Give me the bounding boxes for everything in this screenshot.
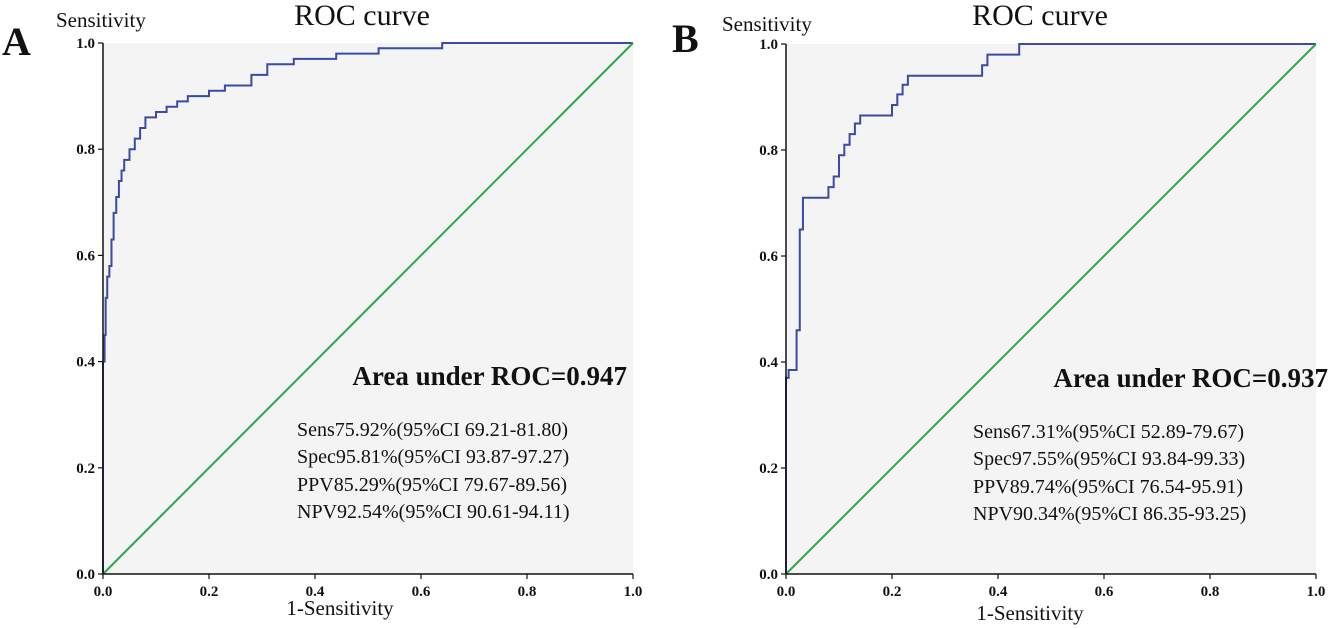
- stat-spec: Spec95.81%(95%CI 93.87-97.27): [297, 446, 569, 468]
- y-tick-label: 0.8: [76, 142, 95, 158]
- x-tick-label: 0.4: [306, 584, 325, 600]
- panel-a: 0.0 0.2 0.4 0.6 0.8 1.0 0.0 0.2 0.4 0.6 0.8 1.0 A S…: [2, 0, 642, 620]
- reference-diagonal-line: [102, 42, 634, 575]
- x-tick-label: 1.0: [1307, 584, 1326, 600]
- x-tick-label: 0.4: [989, 584, 1008, 600]
- curves: [785, 43, 1317, 575]
- reference-diagonal-line: [785, 43, 1317, 575]
- y-tick-label: 0.0: [76, 567, 95, 583]
- x-tick-label: 0.6: [1095, 584, 1114, 600]
- x-tick-label: 0.8: [518, 584, 537, 600]
- stat-spec: Spec97.55%(95%CI 93.84-99.33): [973, 448, 1245, 470]
- x-tick-label: 0.6: [412, 584, 431, 600]
- y-tick-label: 0.8: [759, 143, 778, 159]
- y-tick-label: 1.0: [76, 36, 95, 52]
- chart-title: ROC curve: [972, 0, 1108, 32]
- y-tick-label: 0.6: [76, 248, 95, 264]
- axis-ticks: 0.0 0.2 0.4 0.6 0.8 1.0 0.0 0.2 0.4 0.6 0.8 1.0: [76, 36, 642, 600]
- x-tick-label: 0.0: [94, 584, 113, 600]
- y-tick-label: 0.4: [76, 355, 95, 371]
- x-axis-label: 1-Sensitivity: [286, 596, 394, 620]
- panel-label: A: [2, 19, 31, 64]
- stat-npv: NPV90.34%(95%CI 86.35-93.25): [973, 503, 1246, 525]
- x-tick-label: 0.0: [777, 584, 796, 600]
- panel-b: 0.0 0.2 0.4 0.6 0.8 1.0 0.0 0.2 0.4 0.6 0.8 1.0 B S…: [672, 0, 1328, 625]
- y-tick-label: 1.0: [759, 37, 778, 53]
- panel-label: B: [672, 16, 699, 61]
- auc-annotation: Area under ROC=0.947: [352, 361, 627, 391]
- stat-sens: Sens67.31%(95%CI 52.89-79.67): [973, 421, 1244, 443]
- x-tick-label: 1.0: [624, 584, 643, 600]
- x-tick-label: 0.2: [883, 584, 902, 600]
- stat-sens: Sens75.92%(95%CI 69.21-81.80): [297, 419, 568, 441]
- y-tick-label: 0.2: [76, 461, 95, 477]
- y-tick-label: 0.6: [759, 249, 778, 265]
- y-tick-label: 0.2: [759, 461, 778, 477]
- roc-curve-line: [785, 43, 1316, 574]
- auc-annotation: Area under ROC=0.937: [1053, 363, 1328, 393]
- x-tick-label: 0.2: [200, 584, 219, 600]
- y-axis-label: Sensitivity: [722, 12, 812, 36]
- y-tick-label: 0.4: [759, 355, 778, 371]
- stat-npv: NPV92.54%(95%CI 90.61-94.11): [297, 501, 570, 523]
- stat-ppv: PPV85.29%(95%CI 79.67-89.56): [297, 474, 567, 496]
- curves: [102, 42, 634, 575]
- y-axis-label: Sensitivity: [56, 8, 146, 32]
- axis-ticks: 0.0 0.2 0.4 0.6 0.8 1.0 0.0 0.2 0.4 0.6 0.8 1.0: [759, 37, 1325, 600]
- chart-title: ROC curve: [294, 0, 430, 32]
- x-axis-label: 1-Sensitivity: [976, 601, 1084, 625]
- stat-ppv: PPV89.74%(95%CI 76.54-95.91): [973, 476, 1243, 498]
- y-tick-label: 0.0: [759, 567, 778, 583]
- roc-curve-line: [102, 42, 633, 574]
- x-tick-label: 0.8: [1201, 584, 1220, 600]
